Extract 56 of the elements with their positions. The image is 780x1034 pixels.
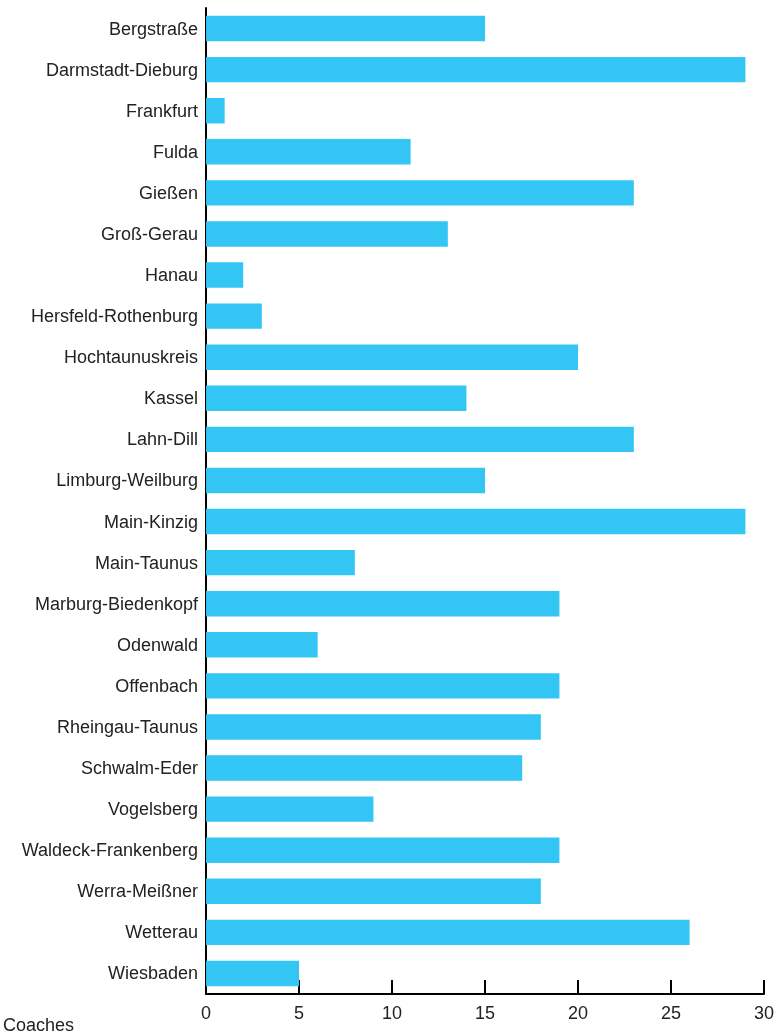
bar [206,796,374,822]
y-tick-label: Wiesbaden [107,963,199,984]
y-tick-label: Main-Kinzig [104,511,199,532]
bar [206,960,300,987]
bar [206,385,467,412]
y-tick-label: Offenbach [115,675,199,696]
bar [206,508,746,535]
y-tick-label: Groß-Gerau [101,223,199,244]
x-tick-label: 15 [475,1003,496,1023]
y-tick-label: Limburg-Weilburg [56,470,199,491]
y-tick-label: Kassel [144,388,199,409]
x-tick-label: 30 [753,1003,775,1023]
y-tick-label: Vogelsberg [107,799,199,820]
bar [206,755,523,781]
y-tick-label: Hochtaunuskreis [63,347,199,368]
bar [206,590,560,617]
y-tick-label: Marburg-Biedenkopf [34,593,200,614]
bar [206,632,318,658]
x-tick-label: 25 [660,1003,682,1023]
y-tick-label: Werra-Meißner [77,881,199,902]
bar [206,426,634,453]
bar [206,878,541,905]
bar [206,180,634,206]
x-tick-label: 20 [568,1003,589,1023]
y-tick-label: Rheingau-Taunus [56,716,199,737]
bar [206,303,262,329]
y-tick-label: Wetterau [125,922,199,943]
y-tick-label: Gießen [139,182,199,203]
bar [206,56,746,83]
y-tick-label: Odenwald [116,634,199,655]
y-tick-label: Bergstraße [109,18,199,39]
bar [206,97,225,124]
y-tick-label: Fulda [153,141,200,162]
bar [206,837,560,863]
bar [206,549,355,576]
bar [206,673,560,699]
bar [206,221,448,247]
y-tick-label: Hersfeld-Rothenburg [30,306,199,327]
x-tick-label: 10 [382,1003,403,1023]
y-tick-label: Lahn-Dill [127,429,199,450]
x-axis-title: Coaches [3,1015,75,1034]
bar [206,139,411,165]
bar [206,15,486,42]
x-tick-label: 5 [294,1003,305,1023]
y-tick-label: Schwalm-Eder [81,758,199,779]
bar [206,344,579,370]
y-tick-label: Darmstadt-Dieburg [45,59,199,80]
bar [206,467,486,494]
y-tick-label: Hanau [145,265,199,286]
bar [206,262,244,288]
bar [206,919,690,946]
y-tick-label: Waldeck-Frankenberg [21,840,199,861]
x-tick-label: 0 [201,1003,212,1023]
bar [206,714,541,740]
y-tick-label: Main-Taunus [94,552,199,573]
y-tick-label: Frankfurt [126,100,199,121]
